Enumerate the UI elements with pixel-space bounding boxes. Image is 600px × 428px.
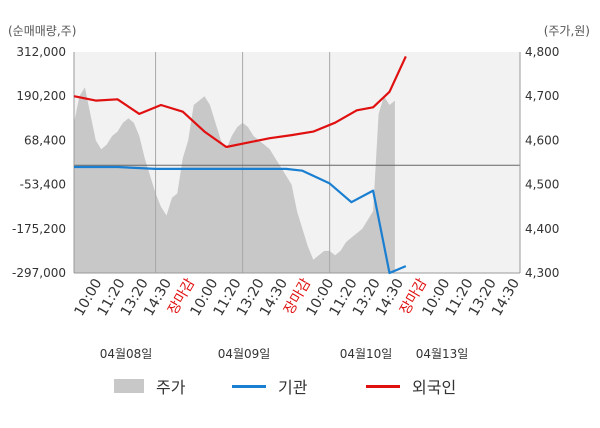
legend-item-foreign: 외국인 [366,374,456,398]
legend-swatch-foreign [366,384,400,388]
legend-item-price: 주가 [114,374,185,398]
legend-swatch-institution [232,384,266,388]
right-tick-label: 4,400 [525,222,559,236]
legend-label-price: 주가 [156,378,186,397]
foreign-line [73,55,407,149]
right-tick-label: 4,800 [525,45,559,59]
right-tick-label: 4,600 [525,133,559,147]
left-tick-label: -53,400 [20,178,66,192]
legend-item-institution: 기관 [232,374,307,398]
right-tick-label: 4,300 [525,266,559,280]
right-tick-label: 4,500 [525,178,559,192]
left-tick-label: 312,000 [16,45,66,59]
day-label: 04월08일 [100,347,153,361]
left-tick-label: 68,400 [24,133,66,147]
right-tick-label: 4,700 [525,89,559,103]
left-axis-unit: (순매매량,주) [8,24,77,38]
left-tick-label: -297,000 [12,266,66,280]
chart: 312,000 190,200 68,400 -53,400 -175,200 -297,… [12,45,559,361]
institution-line [74,165,407,275]
price-area [74,87,395,274]
legend-label-foreign: 외국인 [412,378,457,397]
left-tick-label: -175,200 [12,222,66,236]
day-label: 04월09일 [218,347,271,361]
legend-swatch-price [114,379,144,393]
legend: 주가 기관 외국인 [0,374,600,398]
left-tick-label: 190,200 [16,89,66,103]
day-label: 04월10일 [340,347,393,361]
right-axis-unit: (주가,원) [543,24,590,38]
legend-label-institution: 기관 [278,378,308,397]
day-label: 04월13일 [416,347,469,361]
